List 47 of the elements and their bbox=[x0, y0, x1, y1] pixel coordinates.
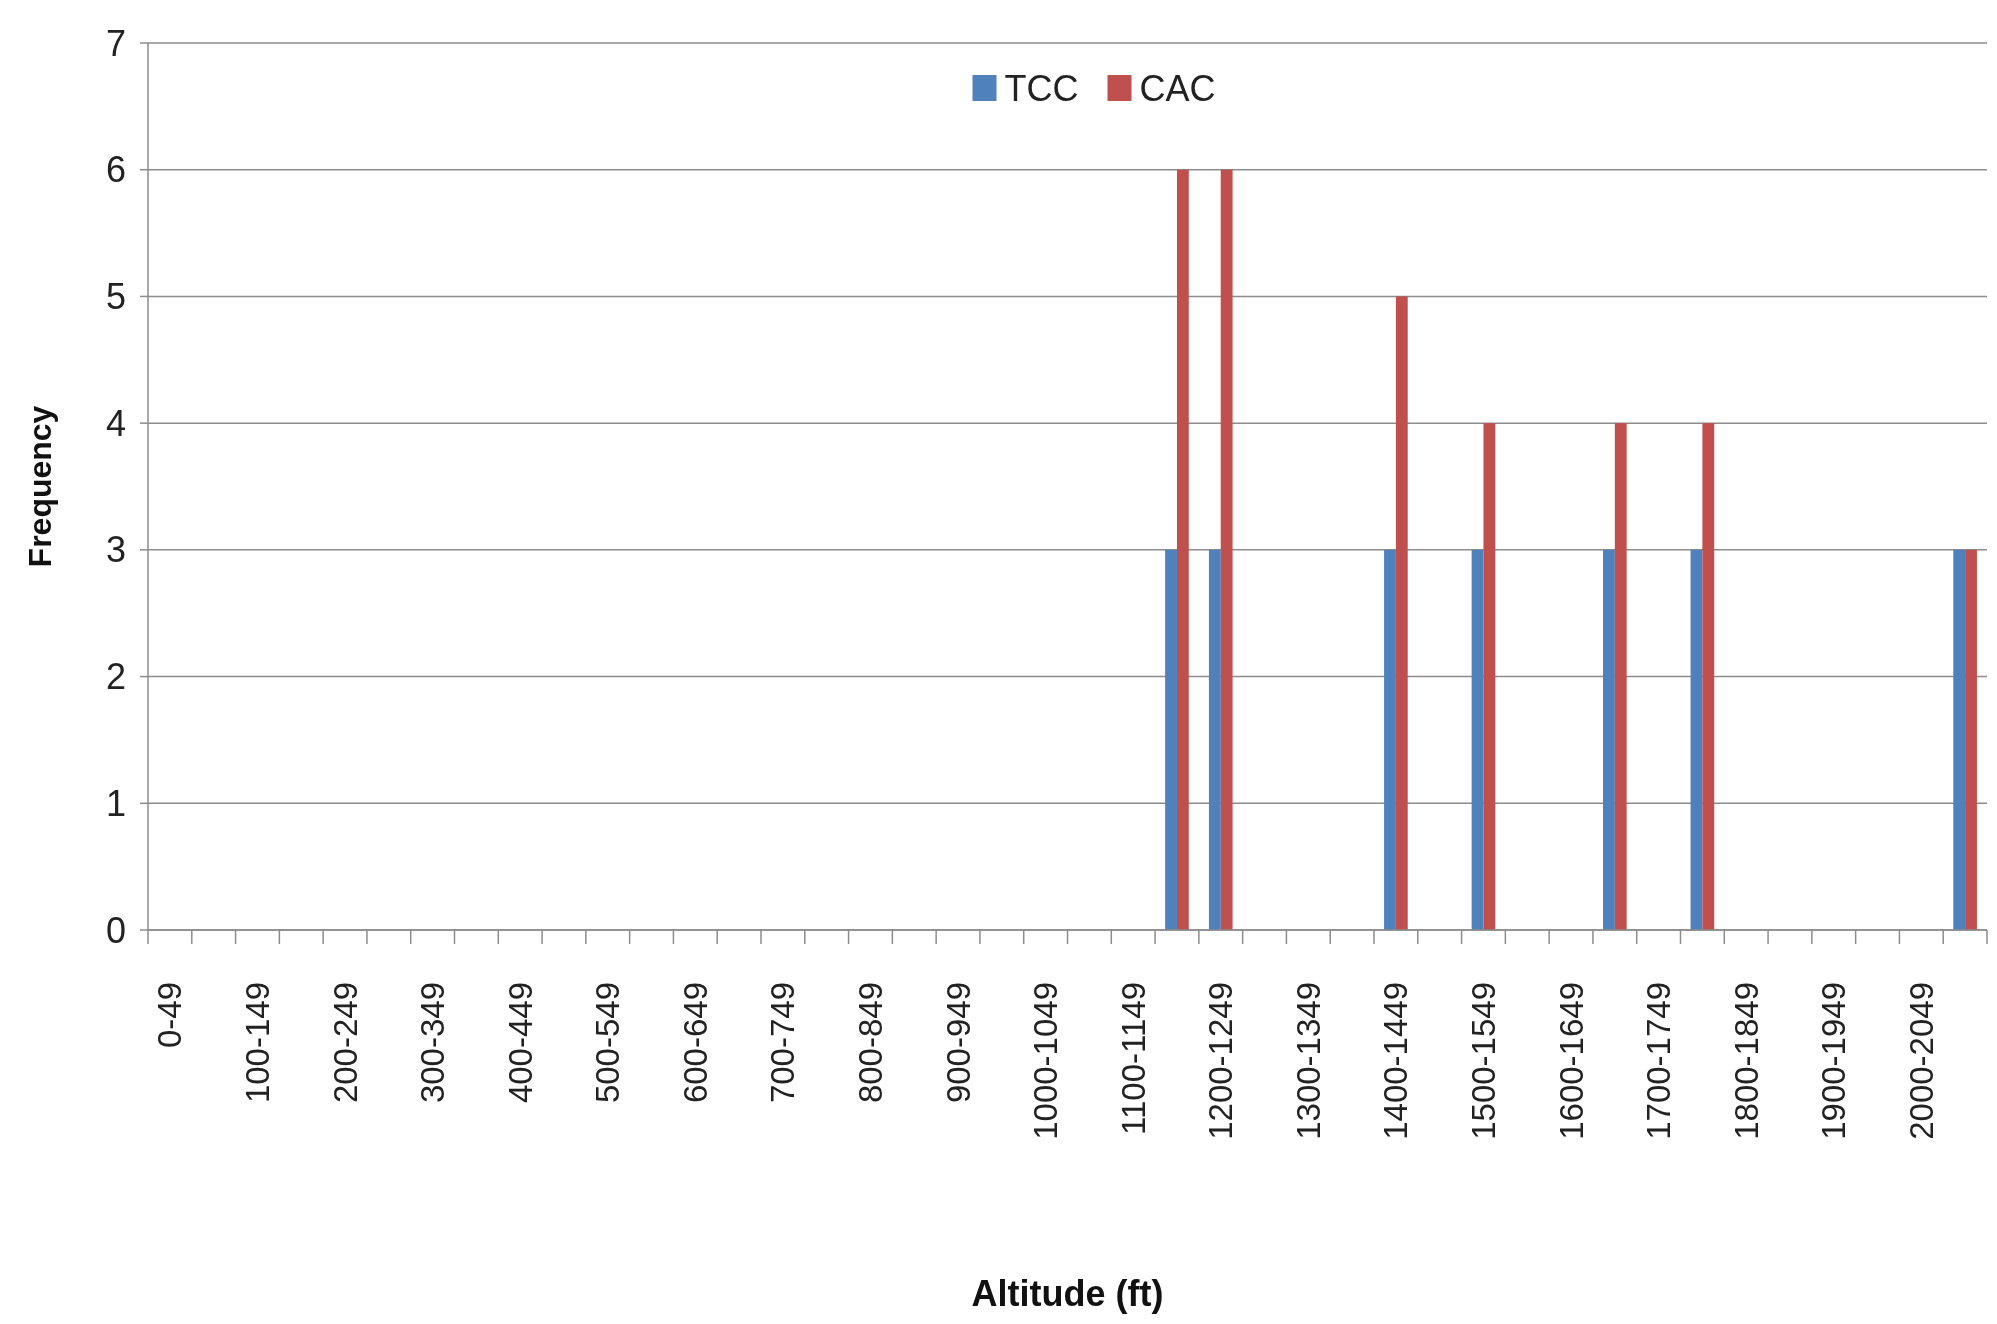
bar bbox=[1690, 549, 1703, 930]
bar bbox=[1965, 549, 1977, 930]
y-tick-label: 1 bbox=[105, 782, 126, 824]
x-tick-label: 100-149 bbox=[238, 982, 276, 1104]
bar bbox=[1603, 549, 1615, 930]
bar bbox=[1953, 549, 1966, 930]
x-tick-label: 1900-1949 bbox=[1815, 982, 1853, 1140]
legend-label: TCC bbox=[1004, 67, 1079, 109]
bar bbox=[1471, 549, 1484, 930]
x-tick-label: 200-249 bbox=[326, 982, 364, 1104]
bar bbox=[1165, 549, 1177, 930]
x-tick-label: 1800-1849 bbox=[1727, 982, 1765, 1140]
bar bbox=[1702, 423, 1715, 930]
y-tick-label: 7 bbox=[105, 22, 126, 64]
x-tick-label: 400-449 bbox=[501, 982, 539, 1104]
bar bbox=[1614, 423, 1627, 930]
bar bbox=[1483, 423, 1496, 930]
y-tick-label: 2 bbox=[105, 656, 126, 698]
y-tick-label: 5 bbox=[105, 275, 126, 317]
x-tick-label: 2000-2049 bbox=[1902, 982, 1940, 1140]
x-tick-label: 600-649 bbox=[676, 982, 714, 1104]
x-tick-label: 1000-1049 bbox=[1027, 982, 1065, 1140]
x-tick-label: 1600-1649 bbox=[1552, 982, 1590, 1140]
x-tick-label: 1100-1149 bbox=[1114, 982, 1152, 1135]
x-tick-label: 800-849 bbox=[851, 982, 889, 1104]
x-tick-label: 900-949 bbox=[939, 982, 977, 1104]
x-tick-label: 1500-1549 bbox=[1464, 982, 1502, 1140]
y-axis-title: Frequency bbox=[22, 405, 58, 568]
y-tick-label: 6 bbox=[105, 149, 126, 191]
x-tick-label: 1700-1749 bbox=[1640, 982, 1678, 1140]
x-tick-label: 1200-1249 bbox=[1202, 982, 1240, 1140]
x-tick-label: 500-549 bbox=[589, 982, 627, 1104]
legend-label: CAC bbox=[1139, 67, 1216, 109]
x-tick-label: 1400-1449 bbox=[1377, 982, 1415, 1140]
bar bbox=[1176, 169, 1189, 930]
bar bbox=[1384, 549, 1396, 930]
y-tick-label: 3 bbox=[105, 529, 126, 571]
x-tick-label: 300-349 bbox=[414, 982, 452, 1104]
y-tick-label: 0 bbox=[105, 909, 126, 951]
bar bbox=[1208, 549, 1221, 930]
x-axis-title: Altitude (ft) bbox=[971, 1273, 1164, 1314]
bar bbox=[1220, 169, 1233, 930]
x-tick-label: 1300-1349 bbox=[1289, 982, 1327, 1140]
bar bbox=[1395, 296, 1408, 930]
x-tick-label: 700-749 bbox=[764, 982, 802, 1104]
x-tick-label: 0-49 bbox=[151, 982, 189, 1049]
y-tick-label: 4 bbox=[105, 402, 126, 444]
